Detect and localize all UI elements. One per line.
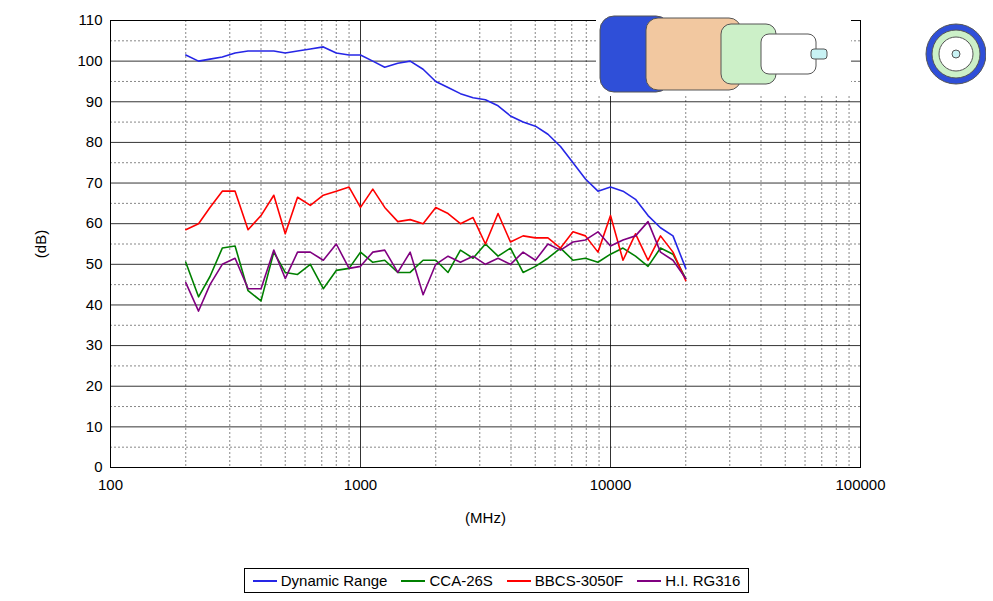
svg-text:100: 100 (77, 52, 102, 69)
svg-text:60: 60 (86, 214, 103, 231)
svg-text:1000: 1000 (344, 476, 377, 493)
html-text:Dynamic Range: Dynamic Range (280, 572, 388, 589)
svg-text:10: 10 (86, 418, 103, 435)
svg-text:110: 110 (79, 11, 103, 28)
svg-text:20: 20 (86, 377, 103, 394)
svg-text:90: 90 (86, 93, 103, 110)
html-text:H.I. RG316: H.I. RG316 (665, 572, 741, 589)
html-text:CCA-26S: CCA-26S (429, 572, 493, 589)
svg-text:80: 80 (86, 133, 103, 150)
svg-text:(dB): (dB) (32, 230, 49, 258)
svg-text:50: 50 (86, 255, 103, 272)
svg-text:(MHz): (MHz) (465, 509, 506, 526)
svg-text:100: 100 (98, 476, 123, 493)
html-text:BBCS-3050F: BBCS-3050F (534, 572, 624, 589)
svg-text:10000: 10000 (590, 476, 632, 493)
svg-text:100000: 100000 (835, 476, 885, 493)
svg-text:70: 70 (86, 174, 103, 191)
svg-text:40: 40 (86, 296, 103, 313)
svg-text:0: 0 (94, 458, 102, 475)
svg-text:30: 30 (86, 336, 103, 353)
